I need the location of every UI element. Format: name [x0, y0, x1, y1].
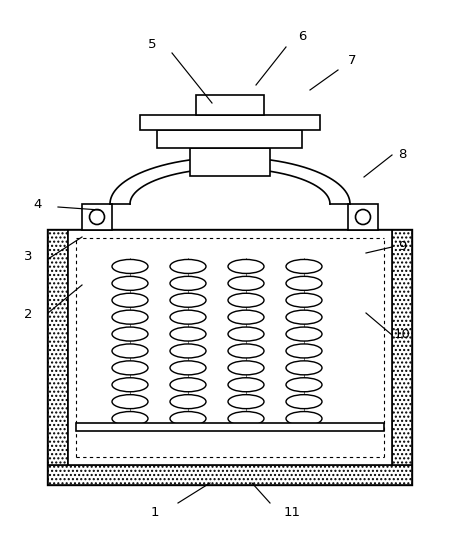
- Ellipse shape: [228, 395, 263, 409]
- Ellipse shape: [112, 411, 148, 425]
- Text: 8: 8: [397, 149, 405, 162]
- Text: 7: 7: [347, 55, 355, 67]
- Bar: [196, 95, 263, 115]
- Circle shape: [355, 210, 369, 225]
- Ellipse shape: [112, 378, 148, 392]
- Ellipse shape: [170, 259, 206, 273]
- Bar: [48, 465, 411, 485]
- Text: 4: 4: [34, 198, 42, 211]
- Ellipse shape: [285, 361, 321, 375]
- Ellipse shape: [228, 361, 263, 375]
- Ellipse shape: [112, 259, 148, 273]
- Text: 10: 10: [393, 328, 409, 341]
- Bar: [157, 130, 302, 148]
- Bar: [76, 423, 383, 431]
- Bar: [391, 230, 411, 465]
- Ellipse shape: [170, 344, 206, 358]
- Text: 11: 11: [283, 507, 300, 519]
- Bar: [48, 230, 68, 465]
- Text: 6: 6: [297, 30, 306, 43]
- Ellipse shape: [112, 277, 148, 291]
- Bar: [140, 115, 319, 130]
- Ellipse shape: [170, 395, 206, 409]
- Ellipse shape: [228, 411, 263, 425]
- Ellipse shape: [112, 361, 148, 375]
- Ellipse shape: [170, 411, 206, 425]
- Ellipse shape: [112, 293, 148, 307]
- Text: 9: 9: [397, 241, 405, 254]
- Ellipse shape: [285, 344, 321, 358]
- Ellipse shape: [285, 259, 321, 273]
- Ellipse shape: [285, 327, 321, 341]
- Ellipse shape: [228, 293, 263, 307]
- Bar: [82, 204, 112, 230]
- Ellipse shape: [285, 293, 321, 307]
- Ellipse shape: [170, 327, 206, 341]
- Ellipse shape: [228, 344, 263, 358]
- Ellipse shape: [112, 327, 148, 341]
- Text: 2: 2: [24, 309, 32, 322]
- Bar: [190, 148, 269, 176]
- Text: 3: 3: [24, 250, 32, 264]
- Ellipse shape: [228, 327, 263, 341]
- Ellipse shape: [170, 378, 206, 392]
- Ellipse shape: [170, 310, 206, 324]
- Text: 1: 1: [151, 507, 159, 519]
- Ellipse shape: [285, 411, 321, 425]
- Ellipse shape: [170, 293, 206, 307]
- Ellipse shape: [112, 344, 148, 358]
- Text: 5: 5: [147, 39, 156, 51]
- Ellipse shape: [228, 277, 263, 291]
- Ellipse shape: [170, 277, 206, 291]
- Ellipse shape: [285, 310, 321, 324]
- Ellipse shape: [228, 310, 263, 324]
- Ellipse shape: [285, 395, 321, 409]
- Ellipse shape: [112, 395, 148, 409]
- Bar: [347, 204, 377, 230]
- Ellipse shape: [112, 310, 148, 324]
- Ellipse shape: [170, 361, 206, 375]
- Ellipse shape: [228, 259, 263, 273]
- Bar: [48, 230, 411, 485]
- Ellipse shape: [285, 277, 321, 291]
- Ellipse shape: [285, 378, 321, 392]
- Ellipse shape: [228, 378, 263, 392]
- Circle shape: [90, 210, 104, 225]
- Bar: [68, 230, 391, 465]
